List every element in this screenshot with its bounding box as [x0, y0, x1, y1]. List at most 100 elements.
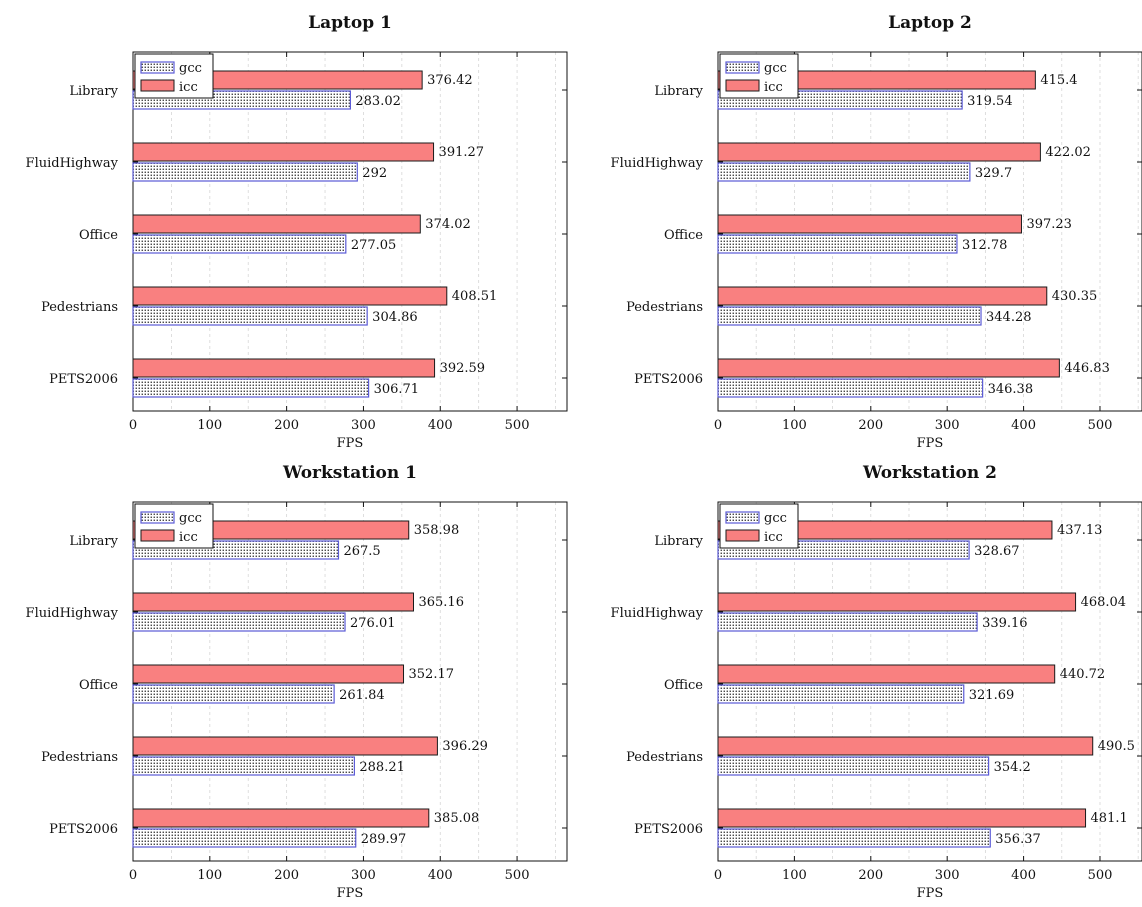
bar-gcc: [717, 234, 958, 254]
data-label-icc: 376.42: [427, 73, 473, 88]
data-label-gcc: 304.86: [372, 310, 418, 325]
bar-icc: [717, 808, 1087, 828]
data-label-gcc: 261.84: [339, 688, 385, 703]
data-label-icc: 490.5: [1098, 739, 1135, 754]
bar-icc: [132, 808, 430, 828]
legend-swatch-gcc: [725, 511, 760, 524]
bar-gcc: [717, 306, 982, 326]
bar-icc: [717, 736, 1094, 756]
x-tick-label: 100: [197, 868, 222, 883]
category-label: Library: [69, 84, 118, 99]
chart-panel-3: Workstation 1 0 100 200 300 400 500 FPS Library 3…: [26, 463, 568, 901]
legend-label-icc: icc: [764, 530, 783, 545]
data-label-gcc: 289.97: [361, 832, 407, 847]
legend-label-gcc: gcc: [764, 511, 787, 526]
data-label-icc: 374.02: [425, 217, 471, 232]
chart-title: Laptop 1: [308, 13, 392, 33]
legend-label-icc: icc: [179, 530, 198, 545]
legend-swatch-icc: [725, 529, 760, 542]
bar-icc: [717, 358, 1060, 378]
category-label: PETS2006: [634, 822, 703, 837]
data-label-gcc: 329.7: [975, 166, 1012, 181]
category-label: Office: [664, 228, 703, 243]
bar-icc: [132, 214, 421, 234]
data-label-gcc: 312.78: [962, 238, 1008, 253]
x-axis-label: FPS: [337, 886, 364, 901]
x-tick-label: 100: [197, 418, 222, 433]
chart-panel-1: Laptop 1 0 100 200 300 400 500 FPS Library 376.42…: [26, 13, 568, 451]
category-label: Office: [79, 228, 118, 243]
data-label-gcc: 356.37: [995, 832, 1041, 847]
category-label: Office: [664, 678, 703, 693]
category-label: Pedestrians: [626, 300, 703, 315]
x-axis-label: FPS: [337, 436, 364, 451]
data-label-gcc: 328.67: [974, 544, 1020, 559]
legend-label-gcc: gcc: [179, 61, 202, 76]
legend-swatch-gcc: [140, 511, 175, 524]
data-label-gcc: 283.02: [355, 94, 401, 109]
data-label-gcc: 339.16: [982, 616, 1027, 631]
x-tick-label: 400: [1011, 418, 1036, 433]
legend-swatch-gcc: [140, 61, 175, 74]
bar-icc: [132, 736, 438, 756]
category-label: Library: [69, 534, 118, 549]
data-label-icc: 481.1: [1091, 811, 1128, 826]
data-label-icc: 385.08: [434, 811, 480, 826]
x-tick-label: 400: [1011, 868, 1036, 883]
data-label-icc: 365.16: [418, 595, 464, 610]
bar-icc: [132, 358, 436, 378]
legend-label-gcc: gcc: [764, 61, 787, 76]
data-label-icc: 391.27: [439, 145, 485, 160]
category-label: PETS2006: [634, 372, 703, 387]
legend-label-icc: icc: [764, 80, 783, 95]
x-tick-label: 500: [505, 868, 530, 883]
data-label-icc: 422.02: [1045, 145, 1091, 160]
x-tick-label: 400: [428, 868, 453, 883]
data-label-icc: 446.83: [1064, 361, 1110, 376]
bar-gcc: [717, 612, 978, 632]
bar-gcc: [132, 828, 357, 848]
data-label-icc: 437.13: [1057, 523, 1103, 538]
bar-icc: [717, 142, 1041, 162]
category-label: Office: [79, 678, 118, 693]
data-label-gcc: 267.5: [343, 544, 380, 559]
category-label: Pedestrians: [41, 300, 118, 315]
chart-title: Workstation 1: [282, 463, 417, 483]
legend: gcc icc: [719, 53, 799, 99]
x-tick-label: 300: [351, 868, 376, 883]
bar-icc: [132, 664, 405, 684]
category-label: Library: [654, 534, 703, 549]
x-tick-label: 0: [714, 418, 722, 433]
bar-icc: [717, 214, 1022, 234]
bar-gcc: [132, 756, 355, 776]
bar-gcc: [717, 378, 984, 398]
chart-panel-2: Laptop 2 0 100 200 300 400 500 FPS Library 415.4 3…: [611, 13, 1142, 451]
data-label-icc: 415.4: [1040, 73, 1077, 88]
legend-swatch-icc: [140, 529, 175, 542]
category-label: FluidHighway: [26, 156, 119, 171]
legend-swatch-gcc: [725, 61, 760, 74]
bar-gcc: [132, 234, 347, 254]
bar-gcc: [717, 828, 991, 848]
legend: gcc icc: [719, 503, 799, 549]
data-label-gcc: 346.38: [988, 382, 1034, 397]
bar-icc: [717, 592, 1077, 612]
data-label-icc: 468.04: [1081, 595, 1127, 610]
data-label-gcc: 354.2: [994, 760, 1031, 775]
data-label-gcc: 288.21: [359, 760, 405, 775]
category-label: PETS2006: [49, 372, 118, 387]
x-axis-label: FPS: [917, 436, 944, 451]
data-label-gcc: 277.05: [351, 238, 397, 253]
x-tick-label: 200: [858, 868, 883, 883]
data-label-gcc: 276.01: [350, 616, 396, 631]
legend: gcc icc: [134, 503, 214, 549]
bar-gcc: [717, 162, 971, 182]
category-label: Library: [654, 84, 703, 99]
data-label-icc: 397.23: [1026, 217, 1072, 232]
x-tick-label: 500: [1088, 868, 1113, 883]
data-label-icc: 408.51: [452, 289, 498, 304]
x-tick-label: 500: [505, 418, 530, 433]
bar-gcc: [717, 756, 990, 776]
x-tick-label: 300: [351, 418, 376, 433]
